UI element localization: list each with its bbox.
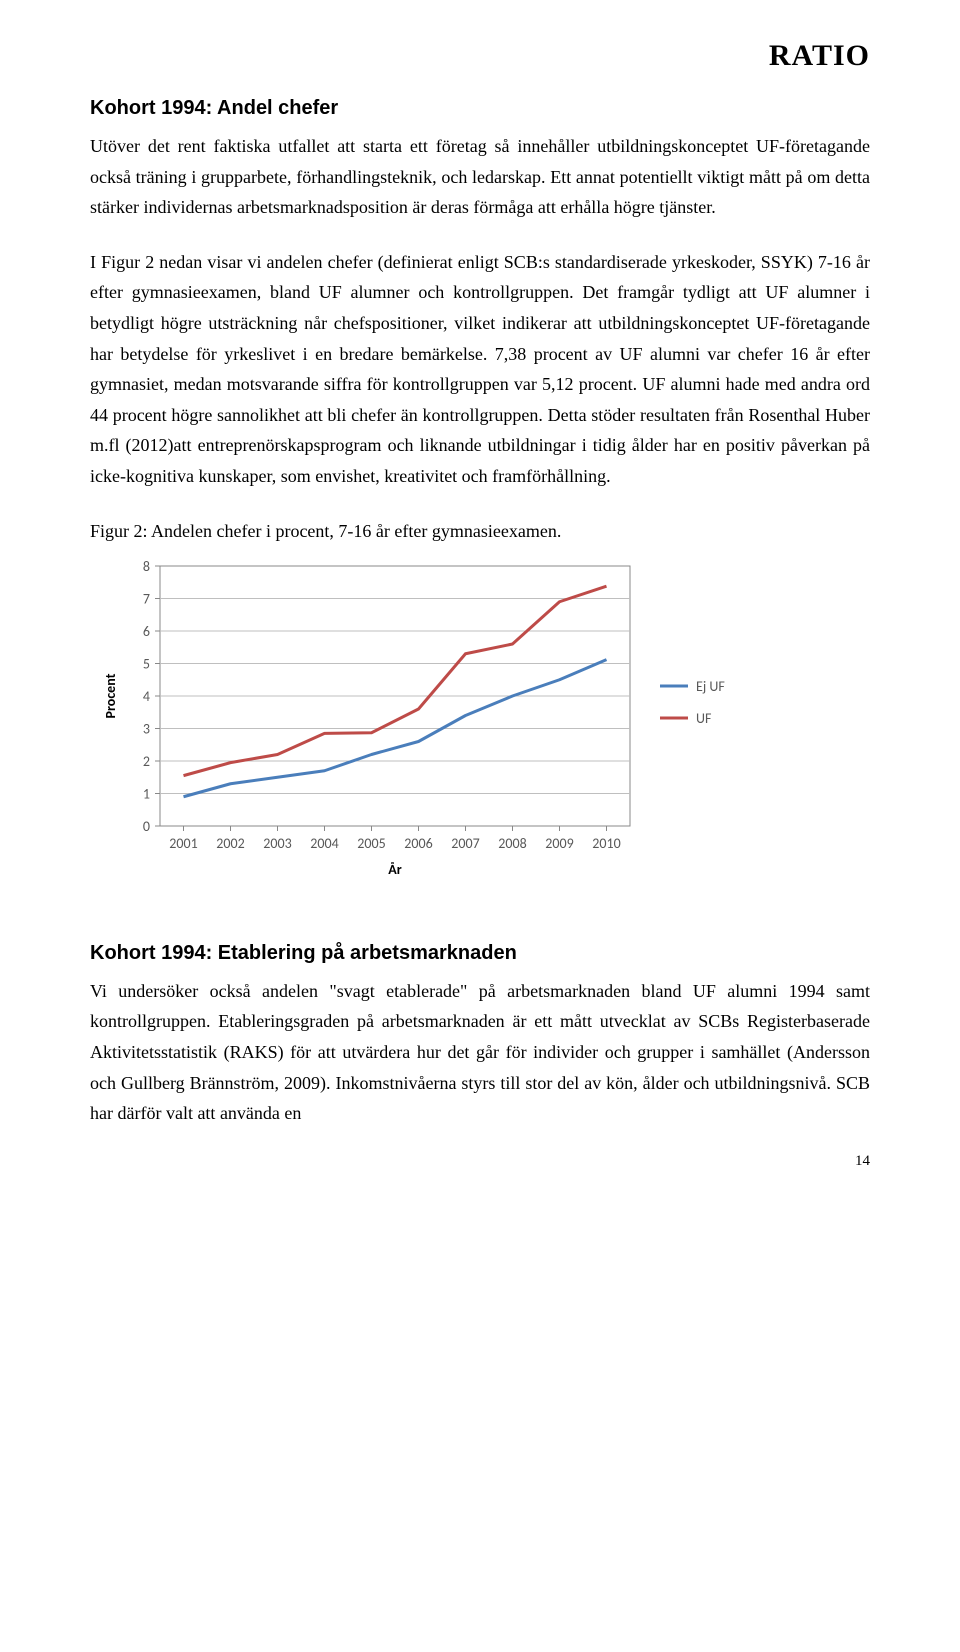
svg-text:2007: 2007 bbox=[451, 835, 479, 852]
header-row: RATIO bbox=[90, 30, 870, 81]
svg-text:2: 2 bbox=[143, 753, 150, 770]
svg-text:UF: UF bbox=[696, 710, 712, 727]
svg-text:4: 4 bbox=[143, 688, 150, 705]
paragraph-2: I Figur 2 nedan visar vi andelen chefer … bbox=[90, 247, 870, 492]
figure-caption: Figur 2: Andelen chefer i procent, 7-16 … bbox=[90, 516, 870, 547]
ratio-logo: RATIO bbox=[769, 30, 870, 81]
svg-text:Ej UF: Ej UF bbox=[696, 678, 725, 695]
svg-text:2010: 2010 bbox=[592, 835, 620, 852]
figure-2-chart: 0 1 2 3 4 5 6 7 8 2001 2002 2003 2004 2005 2006 2007 200… bbox=[90, 556, 870, 906]
svg-text:6: 6 bbox=[143, 623, 150, 640]
section-heading-2: Kohort 1994: Etablering på arbetsmarknad… bbox=[90, 936, 870, 970]
svg-text:2008: 2008 bbox=[498, 835, 526, 852]
svg-text:8: 8 bbox=[143, 558, 150, 575]
svg-text:5: 5 bbox=[143, 656, 150, 673]
svg-text:2006: 2006 bbox=[404, 835, 432, 852]
page-number: 14 bbox=[90, 1149, 870, 1175]
svg-text:2001: 2001 bbox=[169, 835, 197, 852]
svg-text:Procent: Procent bbox=[102, 674, 119, 719]
svg-text:2005: 2005 bbox=[357, 835, 385, 852]
svg-text:2002: 2002 bbox=[216, 835, 244, 852]
paragraph-3: Vi undersöker också andelen "svagt etabl… bbox=[90, 976, 870, 1129]
svg-text:0: 0 bbox=[143, 818, 150, 835]
paragraph-1: Utöver det rent faktiska utfallet att st… bbox=[90, 131, 870, 223]
svg-text:3: 3 bbox=[143, 721, 150, 738]
line-chart-svg: 0 1 2 3 4 5 6 7 8 2001 2002 2003 2004 2005 2006 2007 200… bbox=[90, 556, 850, 896]
svg-text:År: År bbox=[388, 861, 401, 878]
svg-text:2003: 2003 bbox=[263, 835, 291, 852]
svg-text:2009: 2009 bbox=[545, 835, 573, 852]
section-heading-1: Kohort 1994: Andel chefer bbox=[90, 91, 870, 125]
svg-text:1: 1 bbox=[143, 786, 150, 803]
svg-text:7: 7 bbox=[143, 591, 150, 608]
svg-text:2004: 2004 bbox=[310, 835, 338, 852]
